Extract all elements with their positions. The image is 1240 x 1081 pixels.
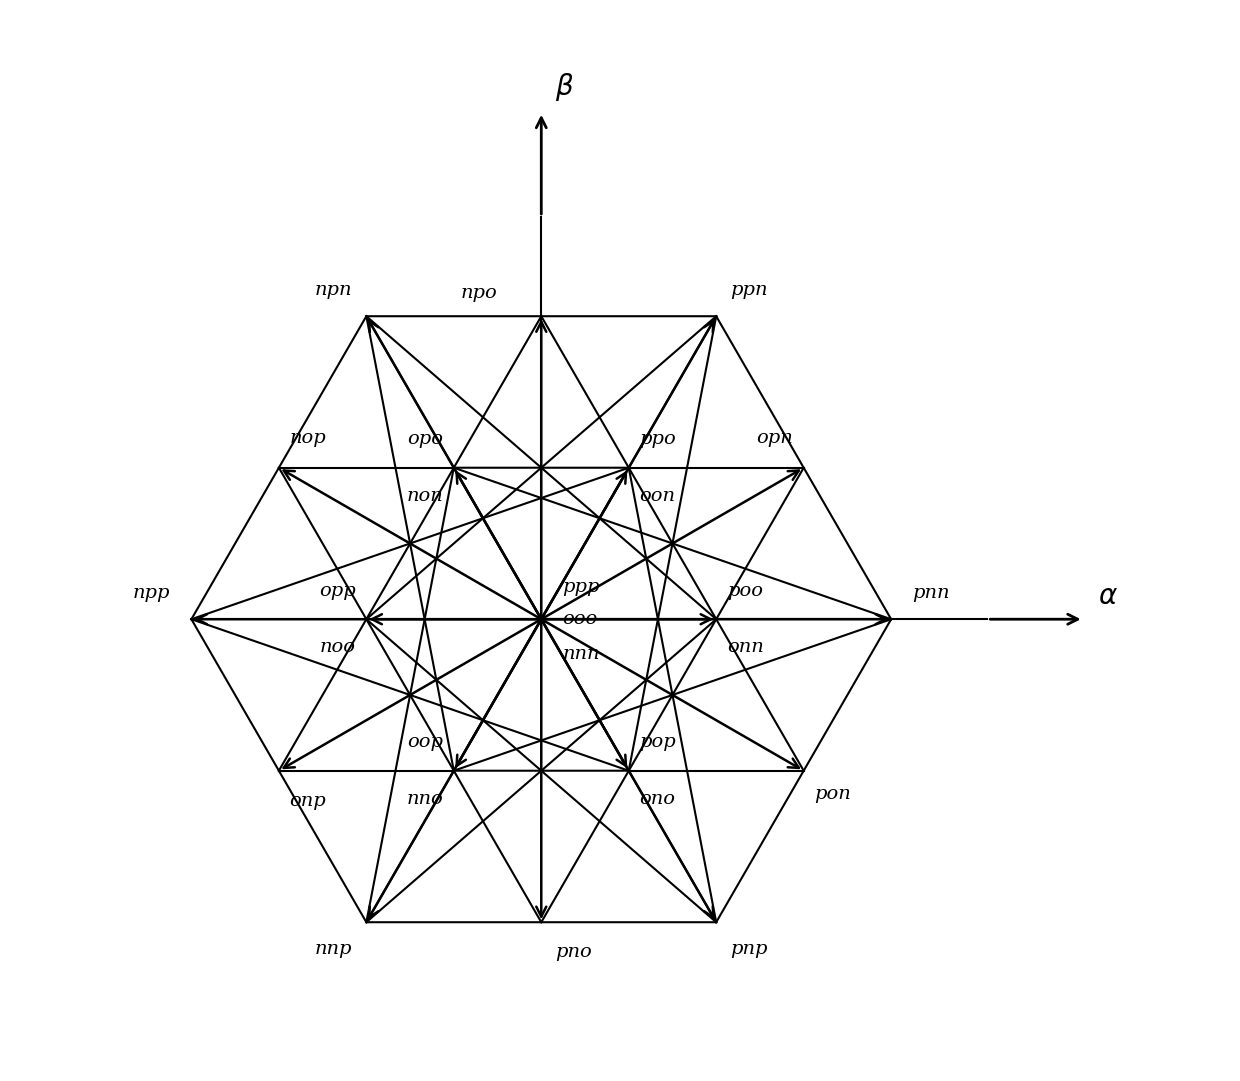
Text: pnn: pnn <box>913 584 950 602</box>
Text: npn: npn <box>315 281 352 298</box>
Text: ooo: ooo <box>562 610 598 628</box>
Text: opn: opn <box>756 429 794 446</box>
Text: opp: opp <box>319 582 356 600</box>
Text: pon: pon <box>815 785 851 803</box>
Text: opo: opo <box>407 430 444 449</box>
Text: non: non <box>407 486 444 505</box>
Text: ppo: ppo <box>640 430 676 449</box>
Text: npp: npp <box>133 584 170 602</box>
Text: onn: onn <box>727 639 764 656</box>
Text: pop: pop <box>640 734 676 751</box>
Text: $\beta$: $\beta$ <box>556 71 574 103</box>
Text: ppp: ppp <box>562 578 600 597</box>
Text: pnp: pnp <box>730 939 768 958</box>
Text: ono: ono <box>640 790 676 808</box>
Text: poo: poo <box>727 582 763 600</box>
Text: oon: oon <box>640 486 676 505</box>
Text: npo: npo <box>461 284 497 303</box>
Text: nno: nno <box>407 790 444 808</box>
Text: $\alpha$: $\alpha$ <box>1097 583 1117 611</box>
Text: nnn: nnn <box>562 645 600 664</box>
Text: ppn: ppn <box>730 281 768 298</box>
Text: nnp: nnp <box>315 939 352 958</box>
Text: pno: pno <box>556 944 591 961</box>
Text: nop: nop <box>289 429 326 446</box>
Text: oop: oop <box>407 734 444 751</box>
Text: onp: onp <box>289 791 326 810</box>
Text: noo: noo <box>320 639 356 656</box>
